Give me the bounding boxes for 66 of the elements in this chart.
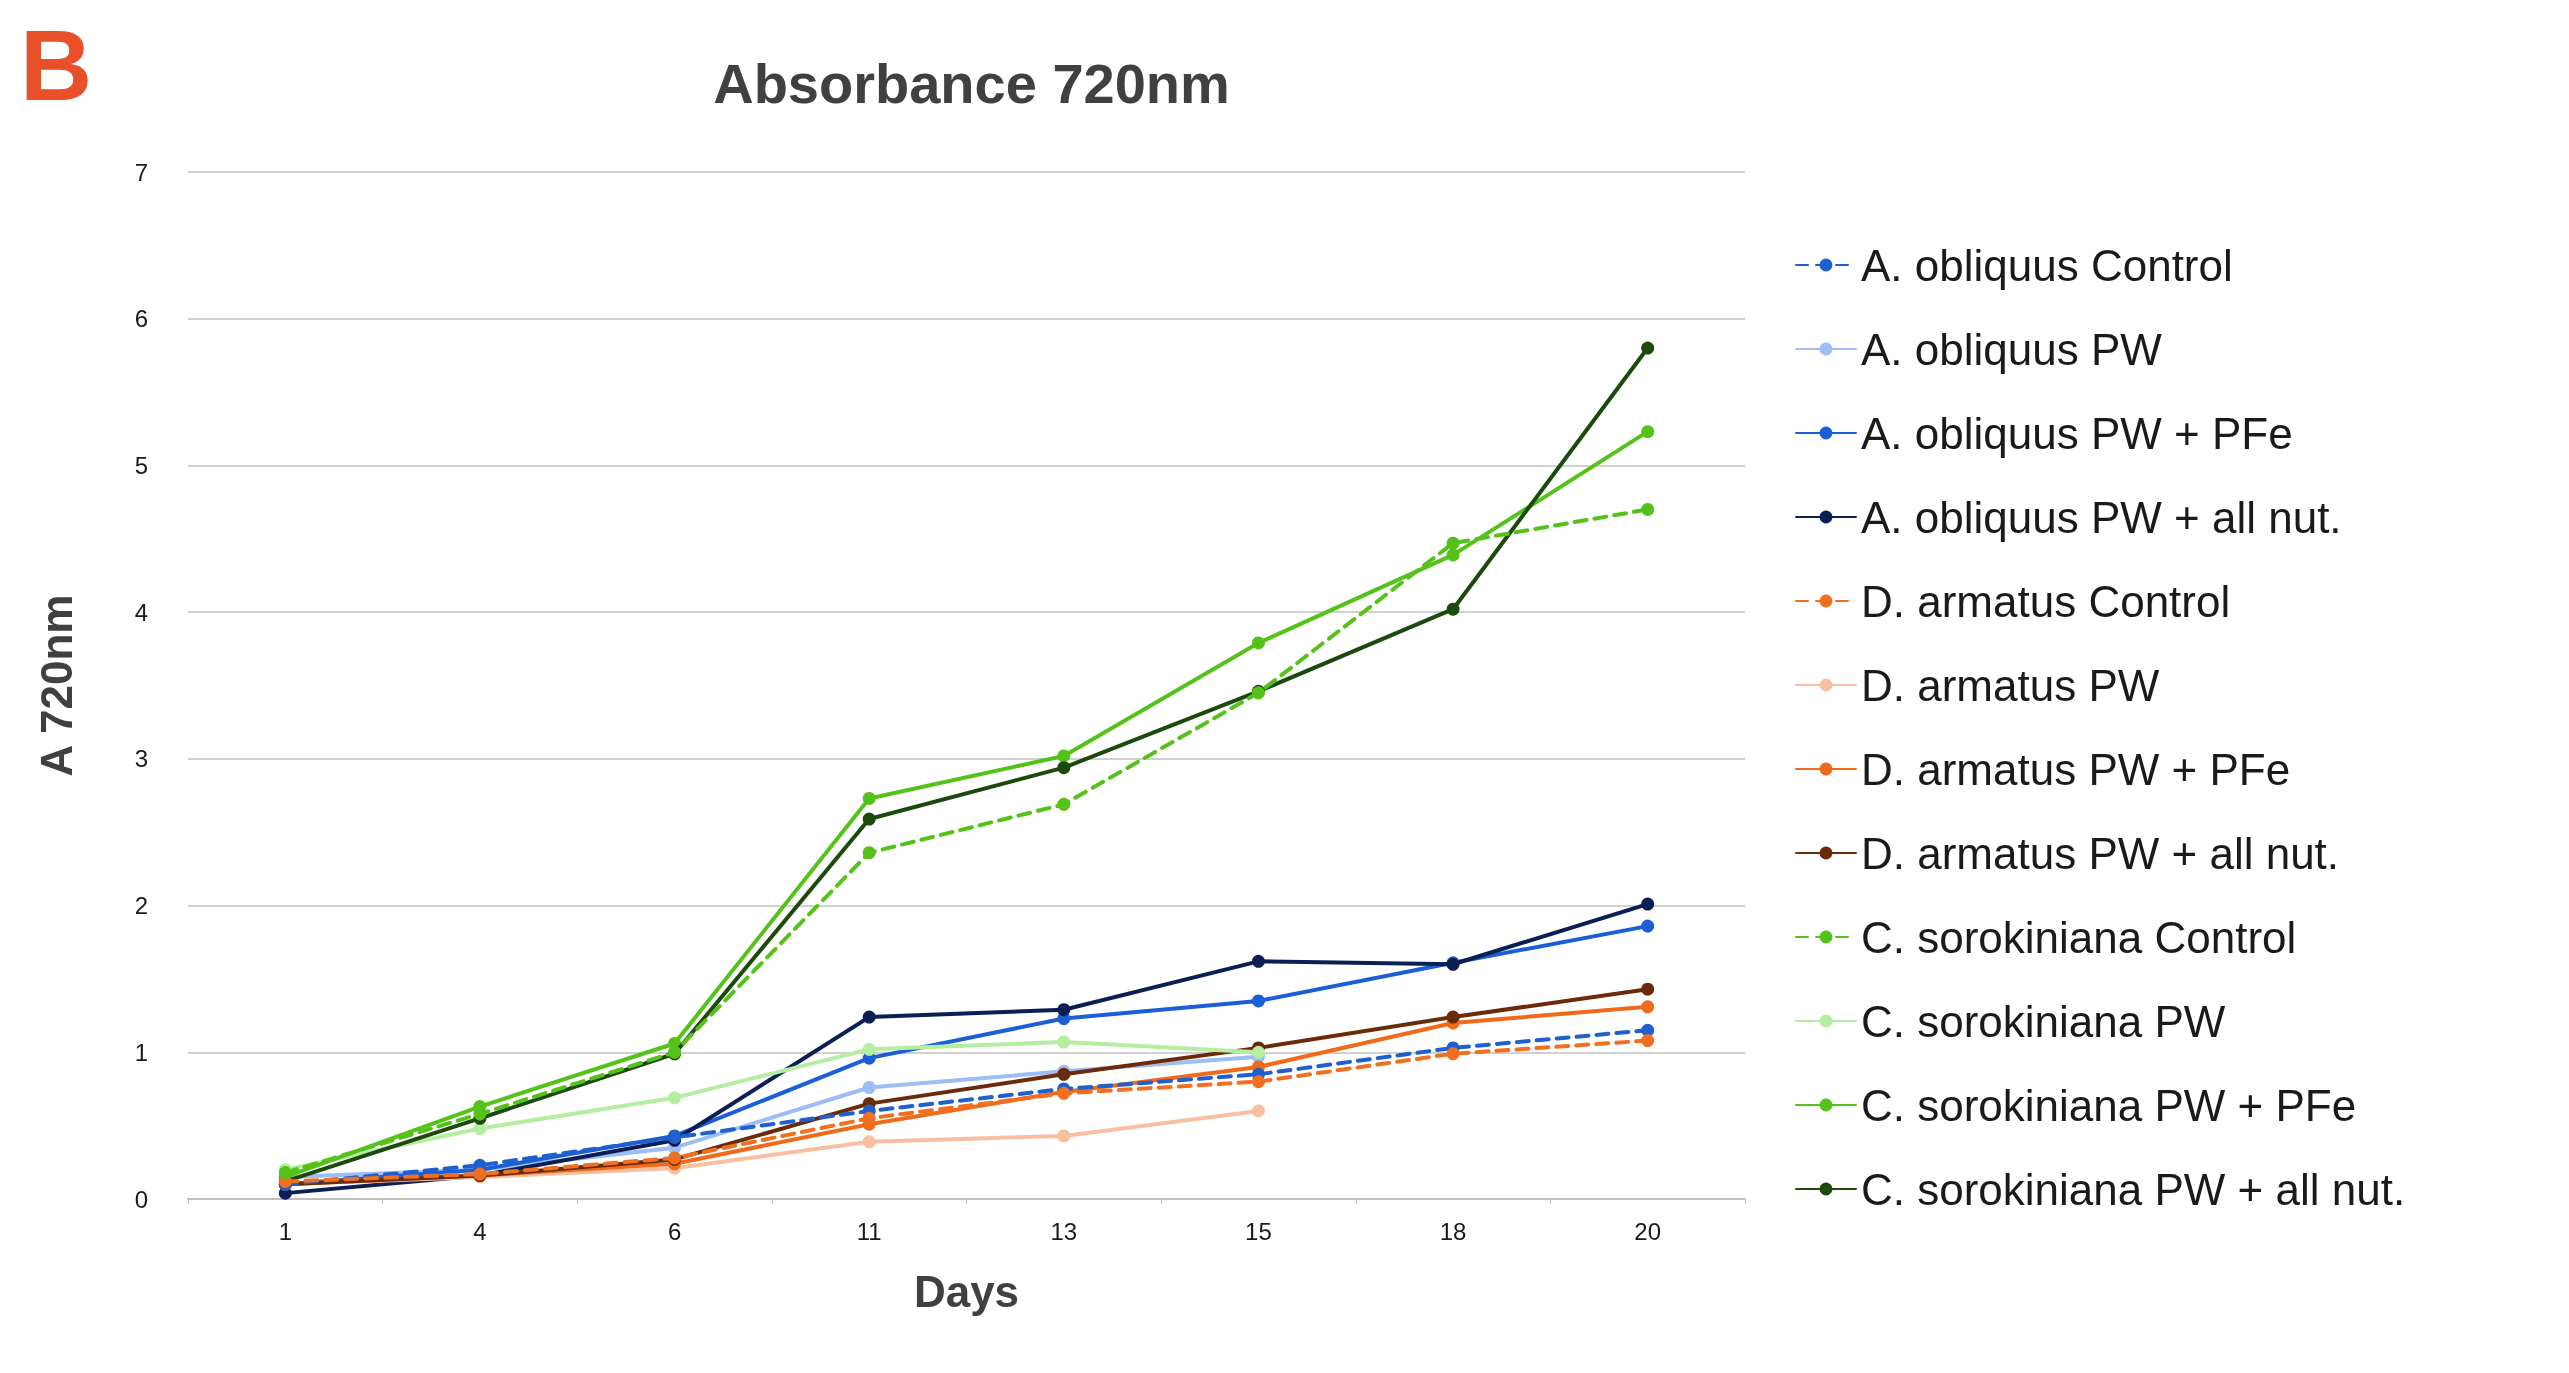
- y-tick-label: 2: [134, 892, 148, 920]
- point: [1251, 1075, 1265, 1089]
- y-axis-title: A 720nm: [31, 594, 81, 777]
- point: [862, 812, 876, 826]
- point: [1251, 954, 1265, 968]
- point: [862, 1042, 876, 1056]
- point: [1057, 1129, 1071, 1143]
- point: [1446, 536, 1460, 550]
- point: [1446, 548, 1460, 562]
- point: [1057, 749, 1071, 763]
- x-tick-label: 4: [473, 1217, 487, 1245]
- x-tick-label: 20: [1634, 1217, 1662, 1245]
- x-tick-label: 6: [667, 1217, 682, 1245]
- point: [862, 1081, 876, 1094]
- x-tick-label: 15: [1245, 1217, 1272, 1245]
- y-tick-label: 1: [134, 1038, 148, 1066]
- point: [1641, 1034, 1655, 1048]
- x-tick-label: 11: [856, 1217, 882, 1245]
- x-tick-label: 1: [278, 1217, 292, 1245]
- legend-label: A. obliquus PW + all nut.: [1861, 492, 2342, 542]
- point: [1641, 341, 1655, 355]
- legend-label: D. armatus PW + PFe: [1861, 744, 2291, 794]
- y-tick-label: 7: [134, 158, 148, 186]
- y-tick-label: 0: [134, 1185, 148, 1213]
- legend-label: D. armatus PW + all nut.: [1861, 828, 2340, 878]
- point: [1057, 797, 1071, 811]
- point: [1446, 1047, 1460, 1061]
- y-tick-label: 5: [134, 451, 148, 479]
- point: [1251, 1045, 1265, 1059]
- chart-title: Absorbance 720nm: [713, 51, 1230, 115]
- point: [1057, 761, 1071, 775]
- point: [862, 1135, 876, 1149]
- point: [862, 1111, 876, 1125]
- point: [1641, 919, 1655, 933]
- point: [862, 791, 876, 805]
- x-tick-label: 13: [1050, 1217, 1078, 1245]
- legend-label: D. armatus Control: [1861, 576, 2231, 626]
- y-tick-label: 4: [134, 598, 148, 626]
- legend-label: D. armatus PW: [1861, 660, 2160, 710]
- legend-label: A. obliquus PW: [1861, 324, 2163, 374]
- legend-label: A. obliquus PW + PFe: [1861, 408, 2293, 458]
- point: [1251, 994, 1265, 1008]
- point: [668, 1091, 682, 1105]
- legend-label: C. sorokiniana Control: [1861, 912, 2297, 962]
- point: [862, 846, 876, 860]
- point: [1057, 1035, 1071, 1049]
- legend-label: C. sorokiniana PW: [1861, 996, 2226, 1046]
- y-tick-label: 3: [134, 745, 148, 773]
- point: [1641, 502, 1655, 516]
- point: [862, 1010, 876, 1024]
- y-tick-label: 6: [134, 305, 148, 333]
- point: [1641, 982, 1655, 996]
- legend-label: C. sorokiniana PW + all nut.: [1861, 1164, 2406, 1214]
- x-tick-label: 18: [1439, 1217, 1467, 1245]
- text: B: [20, 9, 93, 121]
- point: [1641, 1000, 1655, 1014]
- legend-label: C. sorokiniana PW + PFe: [1861, 1080, 2357, 1130]
- point: [1251, 1104, 1265, 1118]
- point: [1641, 897, 1655, 911]
- legend-label: A. obliquus Control: [1861, 240, 2233, 290]
- point: [1641, 425, 1655, 439]
- x-axis-title: Days: [913, 1266, 1020, 1316]
- point: [1251, 636, 1265, 650]
- point: [1057, 1003, 1071, 1017]
- point: [1446, 602, 1460, 616]
- point: [1446, 1010, 1460, 1024]
